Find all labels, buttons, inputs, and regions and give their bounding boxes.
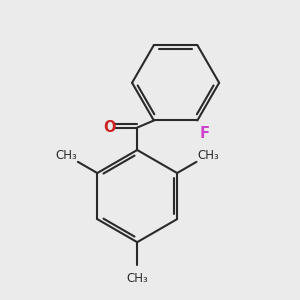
Text: CH₃: CH₃ bbox=[56, 148, 77, 162]
Text: O: O bbox=[103, 120, 115, 135]
Text: F: F bbox=[200, 126, 210, 141]
Text: CH₃: CH₃ bbox=[126, 272, 148, 284]
Text: CH₃: CH₃ bbox=[197, 148, 219, 162]
